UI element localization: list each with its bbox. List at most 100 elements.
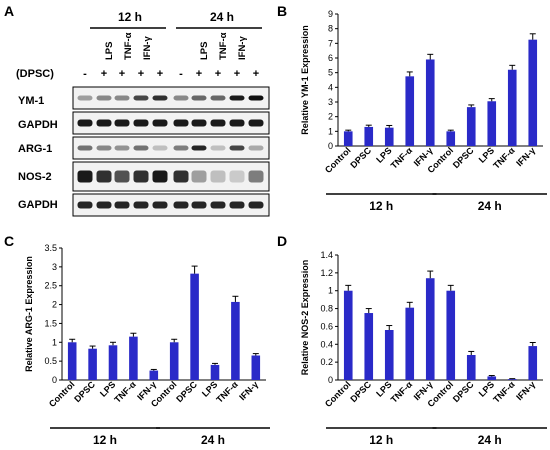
blot-band [152, 201, 168, 209]
bar [108, 345, 118, 380]
y-tick-label: 3.5 [44, 243, 57, 253]
blot-band [152, 170, 168, 183]
blot-band [248, 170, 264, 183]
panel-label-d: D [277, 233, 287, 249]
y-tick-label: 3 [328, 97, 333, 107]
blot-time-24h: 24 h [210, 10, 234, 24]
bar [169, 342, 179, 380]
bar [528, 346, 538, 380]
bar [487, 376, 497, 380]
x-tick-label: IFN-γ [514, 145, 537, 168]
y-tick-label: 4 [328, 82, 333, 92]
x-tick-label: TNF-α [389, 145, 415, 171]
group-label: 12 h [369, 199, 393, 213]
dpsc-signs: - + + + + - + + + + [83, 68, 259, 80]
group-label: 12 h [369, 433, 393, 447]
panel-label-b: B [277, 3, 287, 19]
blot-row-label-ym1: YM-1 [18, 95, 44, 107]
x-tick-label: IFN-γ [237, 379, 260, 402]
bar [425, 59, 435, 146]
blot-band [229, 119, 245, 127]
blot-band [77, 95, 93, 101]
group-label: 24 h [201, 433, 225, 447]
blot-band [96, 95, 112, 101]
bar [190, 273, 199, 380]
blot-treatment-tnf-12h: TNF-α [123, 32, 134, 60]
y-tick-label: 1.2 [320, 268, 333, 278]
bar [487, 101, 497, 146]
y-tick-label: 1 [52, 337, 57, 347]
panel-label-c: C [4, 233, 14, 249]
blot-band [114, 145, 130, 151]
blot-band [173, 201, 189, 209]
blot-band [229, 95, 245, 101]
blot-bands [72, 86, 270, 217]
blot-band [77, 145, 93, 151]
blot-band [152, 95, 168, 101]
y-tick-label: 8 [328, 24, 333, 34]
y-tick-label: 1.4 [320, 250, 333, 260]
bar [88, 348, 97, 380]
y-tick-label: 5 [328, 68, 333, 78]
dpsc-sign: + [101, 68, 107, 80]
blot-band [114, 119, 130, 127]
blot-treatment-ifn-12h: IFN-γ [142, 36, 153, 60]
bar [405, 76, 415, 146]
y-tick-label: 9 [328, 9, 333, 19]
y-tick-label: 2 [328, 112, 333, 122]
y-tick-label: 2 [52, 300, 57, 310]
blot-band [77, 201, 93, 209]
bar [364, 313, 374, 380]
blot-row-label-nos2: NOS-2 [18, 171, 52, 183]
x-tick-label: TNF-α [214, 379, 240, 405]
blot-band [210, 145, 226, 151]
blot-band [229, 170, 245, 183]
bar [343, 131, 353, 146]
blot-dpsc-label: (DPSC) [16, 68, 54, 80]
blot-band [210, 119, 226, 127]
blot-band [152, 119, 168, 127]
y-tick-label: 0 [328, 375, 333, 385]
blot-treatment-ifn-24h: IFN-γ [237, 36, 248, 60]
blot-strip-ym1 [72, 86, 270, 110]
blot-band [96, 201, 112, 209]
blot-row-label-gapdh-2: GAPDH [18, 199, 58, 211]
bar [384, 127, 394, 146]
blot-treatment-lps-24h: LPS [199, 42, 210, 60]
blot-band [96, 170, 112, 183]
blot-band [229, 145, 245, 151]
dpsc-sign: + [196, 68, 202, 80]
bar [384, 330, 394, 380]
blot-strip-arg1 [72, 136, 270, 160]
blot-band [173, 95, 189, 101]
blot-band [191, 170, 207, 183]
x-tick-label: DPSC [348, 379, 373, 404]
chart-nos2: 0 0.2 0.4 0.6 0.8 1 1.2 1.4 Relative NOS-2 Expre… [300, 250, 547, 447]
blot-band [248, 145, 264, 151]
group-label: 12 h [93, 433, 117, 447]
blot-treatment-tnf-24h: TNF-α [218, 32, 229, 60]
y-axis-label: Relative ARG-1 Expression [24, 256, 34, 372]
y-tick-label: 7 [328, 38, 333, 48]
blot-band [191, 145, 207, 151]
blot-band [210, 201, 226, 209]
bar [210, 364, 220, 380]
y-tick-label: 0.2 [320, 357, 333, 367]
y-axis-label: Relative YM-1 Expression [300, 25, 310, 134]
blot-band [191, 201, 207, 209]
blot-treatment-lps-12h: LPS [104, 42, 115, 60]
blot-band [173, 170, 189, 183]
bar [425, 278, 435, 380]
y-tick-label: 2.5 [44, 281, 57, 291]
bar [466, 107, 476, 146]
x-tick-label: DPSC [451, 379, 476, 404]
dpsc-sign: - [83, 68, 87, 80]
bar [507, 379, 517, 380]
chart-arg1: 0 0.5 1 1.5 2 2.5 3 3.5 Relative ARG-1 Expressio… [24, 243, 270, 447]
y-tick-label: 1 [328, 286, 333, 296]
bar [528, 39, 538, 146]
bar [149, 370, 159, 380]
x-tick-label: TNF-α [112, 379, 138, 405]
x-tick-label: TNF-α [389, 379, 415, 405]
x-tick-label: DPSC [348, 145, 373, 170]
